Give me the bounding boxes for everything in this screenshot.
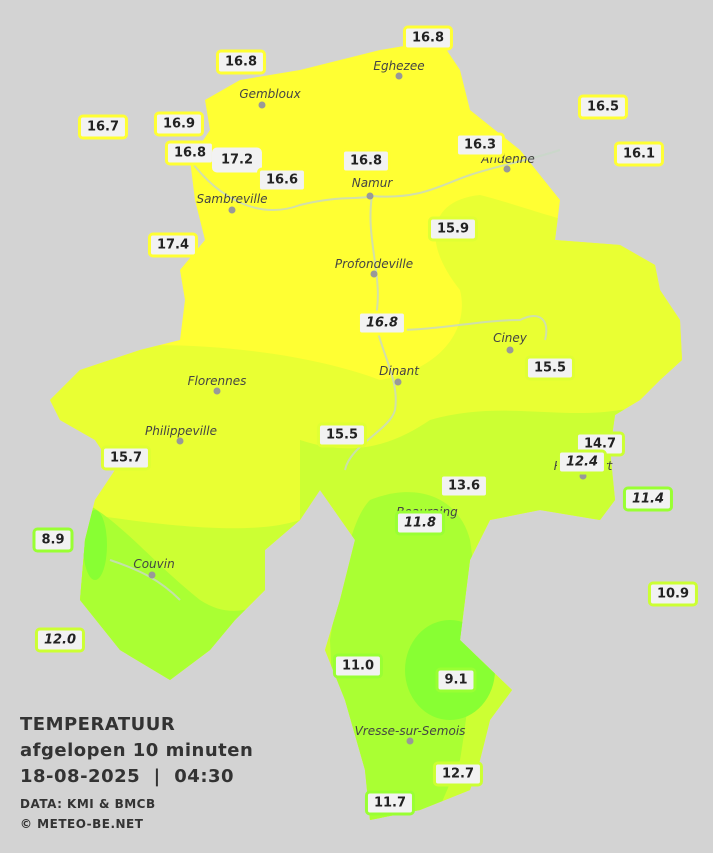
station-reading: 16.5	[577, 94, 629, 120]
station-reading: 16.3	[454, 132, 506, 158]
station-reading: 10.9	[647, 581, 699, 607]
town-dot	[176, 437, 184, 445]
station-reading: 16.8	[215, 49, 267, 75]
station-reading: 11.7	[364, 790, 416, 816]
station-reading: 12.4	[556, 449, 608, 475]
station-reading: 15.5	[316, 422, 368, 448]
zone-coldest-west	[83, 510, 107, 580]
town-dot	[579, 472, 587, 480]
town-label: Gembloux	[239, 87, 301, 101]
town-dot	[394, 378, 402, 386]
station-reading: 15.5	[524, 355, 576, 381]
station-reading: 17.4	[147, 232, 199, 258]
station-reading: 15.7	[100, 445, 152, 471]
river-meuse	[344, 195, 397, 471]
station-reading: 16.9	[153, 111, 205, 137]
station-reading: 17.2	[211, 147, 263, 173]
town-dot	[213, 387, 221, 395]
town-dot	[370, 270, 378, 278]
town-dot	[148, 571, 156, 579]
station-reading: 16.6	[256, 167, 308, 193]
town-label: Sambreville	[196, 192, 268, 206]
station-reading: 16.8	[164, 140, 216, 166]
station-reading: 11.8	[394, 510, 446, 536]
town-label: Vresse-sur-Semois	[354, 724, 466, 738]
town-dot	[395, 72, 403, 80]
river-bocq	[394, 315, 548, 341]
town-label: Florennes	[187, 374, 247, 388]
station-reading: 13.6	[438, 473, 490, 499]
station-reading: 9.1	[435, 667, 477, 693]
station-reading: 11.4	[622, 486, 674, 512]
station-reading: 8.9	[32, 527, 74, 553]
town-label: Eghezee	[373, 59, 425, 73]
title-line: TEMPERATUUR	[20, 714, 176, 735]
town-dot	[366, 192, 374, 200]
station-reading: 16.8	[402, 25, 454, 51]
legend: TEMPERATUUR afgelopen 10 minuten 18-08-2…	[20, 712, 253, 834]
station-reading: 12.7	[432, 761, 484, 787]
town-dot	[406, 737, 414, 745]
station-reading: 16.1	[613, 141, 665, 167]
station-reading: 12.0	[34, 627, 86, 653]
town-dot	[258, 101, 266, 109]
title-line: afgelopen 10 minuten	[20, 740, 254, 761]
town-label: Couvin	[133, 557, 175, 571]
town-dot	[503, 165, 511, 173]
town-dot	[506, 346, 514, 354]
title-line: 18-08-2025 | 04:30	[20, 766, 235, 787]
town-dot	[228, 206, 236, 214]
town-label: Dinant	[379, 364, 419, 378]
station-reading: 11.0	[332, 653, 384, 679]
town-label: Philippeville	[145, 424, 217, 438]
credit-line: © METEO-BE.NET	[20, 817, 144, 831]
station-reading: 16.8	[356, 310, 408, 336]
station-reading: 16.8	[340, 148, 392, 174]
town-label: Profondeville	[334, 257, 414, 271]
station-reading: 15.9	[427, 216, 479, 242]
town-label: Ciney	[493, 331, 527, 345]
town-label: Namur	[351, 176, 393, 190]
station-reading: 16.7	[77, 114, 129, 140]
credit-line: DATA: KMI & BMCB	[20, 797, 156, 811]
